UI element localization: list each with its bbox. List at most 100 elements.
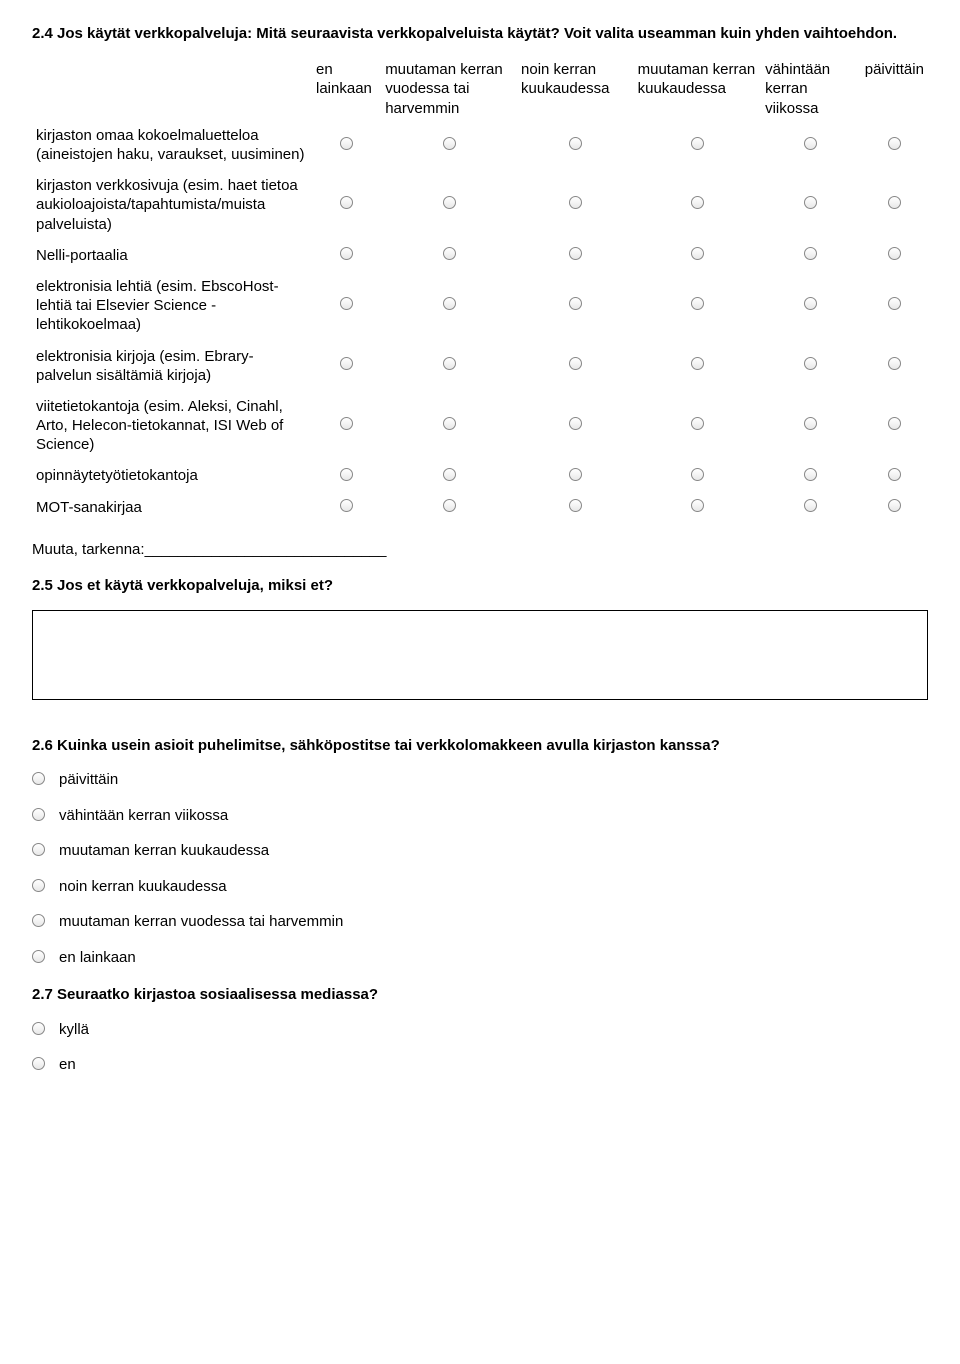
q24-cell [381, 120, 517, 170]
radio-button[interactable] [569, 468, 582, 481]
q27-option-label: en [59, 1055, 76, 1075]
radio-button[interactable] [569, 137, 582, 150]
radio-button[interactable] [340, 196, 353, 209]
table-row: viitetietokantoja (esim. Aleksi, Cinahl,… [32, 391, 928, 461]
q24-cell [381, 391, 517, 461]
radio-button[interactable] [888, 297, 901, 310]
q24-col-5: päivittäin [861, 58, 928, 120]
radio-button[interactable] [888, 137, 901, 150]
q24-cell [861, 170, 928, 240]
radio-button[interactable] [32, 950, 45, 963]
q24-row-label: MOT-sanakirjaa [32, 492, 312, 523]
radio-button[interactable] [691, 499, 704, 512]
radio-button[interactable] [32, 914, 45, 927]
q24-cell [517, 170, 634, 240]
radio-button[interactable] [340, 137, 353, 150]
q24-col-2: noin kerran kuukaudessa [517, 58, 634, 120]
q24-cell [761, 240, 861, 271]
radio-button[interactable] [691, 468, 704, 481]
table-row: opinnäytetyötietokantoja [32, 460, 928, 491]
radio-button[interactable] [804, 417, 817, 430]
radio-button[interactable] [340, 499, 353, 512]
radio-button[interactable] [888, 247, 901, 260]
q24-cell [634, 271, 761, 341]
radio-button[interactable] [888, 499, 901, 512]
radio-button[interactable] [804, 137, 817, 150]
radio-button[interactable] [569, 499, 582, 512]
radio-button[interactable] [804, 499, 817, 512]
radio-button[interactable] [443, 196, 456, 209]
radio-button[interactable] [569, 357, 582, 370]
radio-button[interactable] [443, 417, 456, 430]
radio-button[interactable] [691, 247, 704, 260]
radio-button[interactable] [443, 297, 456, 310]
q24-cell [381, 341, 517, 391]
q26-option-list: päivittäinvähintään kerran viikossamuuta… [32, 770, 928, 967]
radio-button[interactable] [888, 357, 901, 370]
q27-option-label: kyllä [59, 1020, 89, 1040]
q24-cell [634, 460, 761, 491]
radio-button[interactable] [32, 843, 45, 856]
radio-button[interactable] [691, 297, 704, 310]
q26-option-label: vähintään kerran viikossa [59, 806, 228, 826]
radio-button[interactable] [340, 417, 353, 430]
radio-button[interactable] [569, 247, 582, 260]
radio-button[interactable] [691, 196, 704, 209]
radio-button[interactable] [691, 137, 704, 150]
radio-button[interactable] [691, 417, 704, 430]
q26-option-label: päivittäin [59, 770, 118, 790]
q24-cell [861, 460, 928, 491]
q24-cell [761, 271, 861, 341]
q24-cell [634, 120, 761, 170]
radio-button[interactable] [32, 772, 45, 785]
radio-button[interactable] [32, 808, 45, 821]
radio-button[interactable] [888, 468, 901, 481]
radio-button[interactable] [691, 357, 704, 370]
radio-button[interactable] [888, 417, 901, 430]
q26-option: noin kerran kuukaudessa [32, 877, 928, 897]
radio-button[interactable] [569, 417, 582, 430]
q24-cell [312, 341, 381, 391]
radio-button[interactable] [569, 196, 582, 209]
radio-button[interactable] [569, 297, 582, 310]
radio-button[interactable] [804, 468, 817, 481]
table-row: elektronisia kirjoja (esim. Ebrary-palve… [32, 341, 928, 391]
radio-button[interactable] [443, 357, 456, 370]
q24-cell [761, 170, 861, 240]
q25-textarea[interactable] [32, 610, 928, 700]
q24-cell [861, 240, 928, 271]
radio-button[interactable] [340, 357, 353, 370]
radio-button[interactable] [32, 1057, 45, 1070]
radio-button[interactable] [340, 297, 353, 310]
radio-button[interactable] [804, 357, 817, 370]
q24-row-label: elektronisia lehtiä (esim. EbscoHost-leh… [32, 271, 312, 341]
q26-title: 2.6 Kuinka usein asioit puhelimitse, säh… [32, 736, 928, 756]
radio-button[interactable] [804, 196, 817, 209]
radio-button[interactable] [888, 196, 901, 209]
radio-button[interactable] [340, 468, 353, 481]
q24-cell [517, 460, 634, 491]
table-row: elektronisia lehtiä (esim. EbscoHost-leh… [32, 271, 928, 341]
radio-button[interactable] [32, 1022, 45, 1035]
q25-title: 2.5 Jos et käytä verkkopalveluja, miksi … [32, 576, 928, 596]
q24-cell [381, 170, 517, 240]
radio-button[interactable] [443, 247, 456, 260]
radio-button[interactable] [443, 137, 456, 150]
q24-row-label: opinnäytetyötietokantoja [32, 460, 312, 491]
radio-button[interactable] [32, 879, 45, 892]
table-row: MOT-sanakirjaa [32, 492, 928, 523]
q24-cell [312, 240, 381, 271]
radio-button[interactable] [443, 468, 456, 481]
radio-button[interactable] [340, 247, 353, 260]
q26-option: en lainkaan [32, 948, 928, 968]
q24-cell [634, 391, 761, 461]
q24-cell [861, 271, 928, 341]
q24-cell [634, 240, 761, 271]
radio-button[interactable] [443, 499, 456, 512]
radio-button[interactable] [804, 297, 817, 310]
q24-col-4: vähintään kerran viikossa [761, 58, 861, 120]
radio-button[interactable] [804, 247, 817, 260]
q24-row-label: viitetietokantoja (esim. Aleksi, Cinahl,… [32, 391, 312, 461]
table-row: Nelli-portaalia [32, 240, 928, 271]
table-row: kirjaston omaa kokoelmaluetteloa (aineis… [32, 120, 928, 170]
